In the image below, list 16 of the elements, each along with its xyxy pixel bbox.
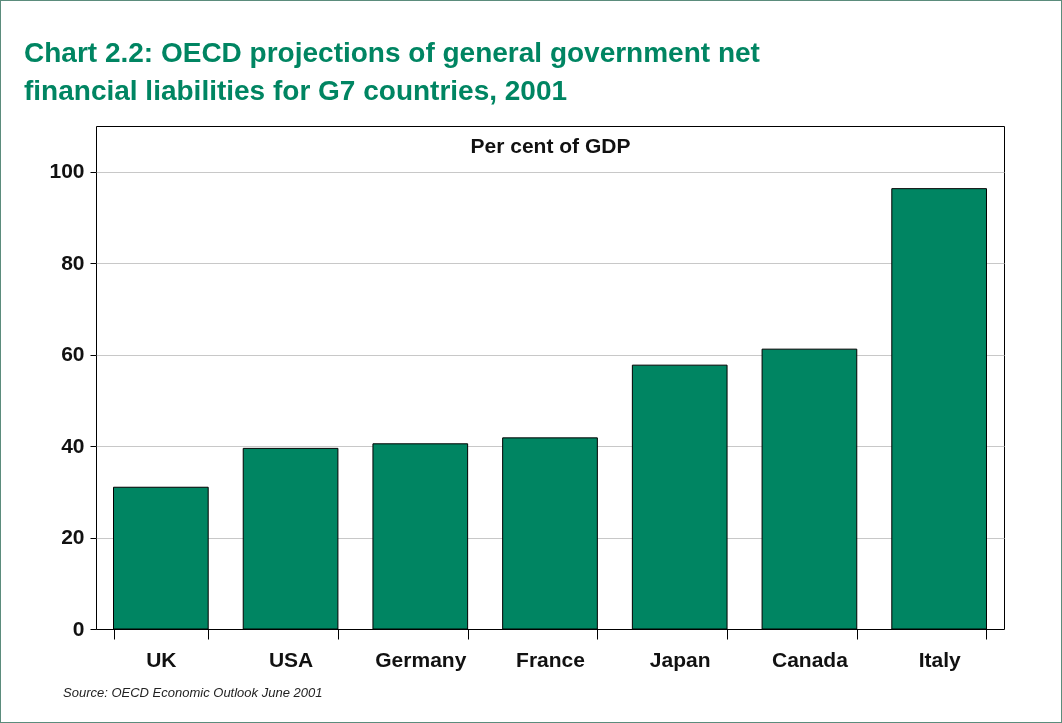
x-tick-label: USA [268,647,314,671]
x-tick-label: Italy [918,647,961,671]
x-tick-label: UK [146,647,177,671]
y-axis-title: Per cent of GDP [470,133,631,157]
y-tick-label: 80 [61,250,85,274]
x-tick-label: Canada [772,647,849,671]
chart-title: Chart 2.2: OECD projections of general government net financial liabilities for G7 countries, 2001 [24,37,760,106]
y-tick-label: 40 [61,433,85,457]
y-tick-label: 20 [61,525,85,549]
x-tick-label: Germany [375,647,467,671]
y-tick-label: 60 [61,342,85,366]
x-tick-label: Japan [649,647,711,671]
x-tick-label: France [516,647,585,671]
y-tick-label: 0 [72,616,85,640]
y-tick-label: 100 [49,159,85,183]
source-note: Source: OECD Economic Outlook June 2001 [63,685,323,700]
